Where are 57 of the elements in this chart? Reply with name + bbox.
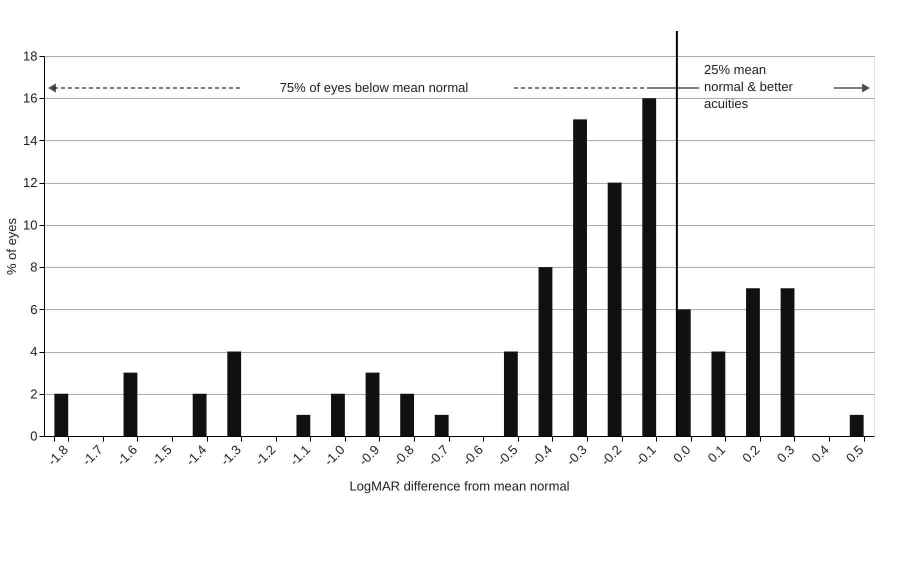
- x-tick-label: -0.1: [632, 442, 659, 469]
- y-tick-label: 14: [23, 132, 38, 148]
- y-tick-label: 10: [23, 217, 38, 232]
- bar: [124, 372, 138, 436]
- x-tick-label: -0.3: [563, 442, 590, 469]
- x-tick-label: 0.2: [739, 442, 763, 466]
- y-tick-label: 2: [30, 386, 38, 402]
- y-tick-label: 16: [23, 90, 38, 106]
- x-tick-label: -1.5: [148, 442, 175, 469]
- bar: [331, 394, 345, 436]
- bar: [538, 267, 552, 436]
- y-tick-label: 6: [30, 302, 38, 317]
- bar: [746, 288, 760, 436]
- y-tick-label: 18: [23, 48, 38, 64]
- bar: [780, 288, 794, 436]
- x-tick-label: 0.3: [774, 442, 798, 466]
- x-tick-label: -1.8: [44, 442, 71, 469]
- bar: [711, 352, 726, 436]
- x-tick-label: -1.6: [114, 442, 140, 469]
- x-tick-label: -1.1: [286, 442, 314, 469]
- x-axis-title: LogMAR difference from mean normal: [349, 478, 570, 494]
- x-tick-label: -1.2: [252, 442, 278, 469]
- y-tick-label: 8: [30, 260, 38, 275]
- bar: [54, 394, 68, 436]
- x-tick-label: -0.6: [460, 442, 486, 469]
- annotation: 25% mean normal & better acuities: [704, 62, 794, 111]
- y-tick-label: 12: [23, 175, 38, 190]
- x-tick-label: 0.5: [843, 442, 866, 466]
- bar: [573, 119, 587, 436]
- x-tick-label: -1.7: [79, 442, 106, 469]
- y-axis-title: % of eyes: [4, 217, 20, 276]
- x-tick-label: -0.2: [598, 442, 624, 469]
- y-tick-label: 0: [30, 428, 38, 444]
- bar: [504, 352, 518, 436]
- x-tick-label: -0.7: [424, 442, 452, 469]
- bar: [227, 352, 242, 436]
- bar: [366, 372, 380, 436]
- bar: [850, 414, 864, 436]
- x-tick-label: -0.4: [528, 442, 556, 469]
- bar: [608, 182, 622, 436]
- bar: [434, 414, 449, 436]
- x-tick-label: 0.0: [670, 442, 694, 466]
- x-tick-label: -0.8: [390, 442, 417, 469]
- bar: [642, 98, 656, 436]
- x-tick-label: -1.3: [217, 442, 244, 469]
- x-tick-label: 0.1: [704, 442, 728, 466]
- x-tick-label: -1.4: [182, 442, 210, 469]
- y-tick-label: 4: [30, 344, 38, 360]
- annotation: 75% of eyes below mean normal: [280, 80, 468, 95]
- bar: [676, 309, 691, 436]
- x-tick-label: -1.0: [321, 442, 348, 469]
- x-tick-label: -0.5: [494, 442, 521, 469]
- bar: [400, 394, 414, 436]
- bar: [192, 394, 207, 436]
- x-tick-label: 0.4: [808, 442, 832, 466]
- bar: [296, 414, 310, 436]
- x-tick-label: -0.9: [356, 442, 382, 469]
